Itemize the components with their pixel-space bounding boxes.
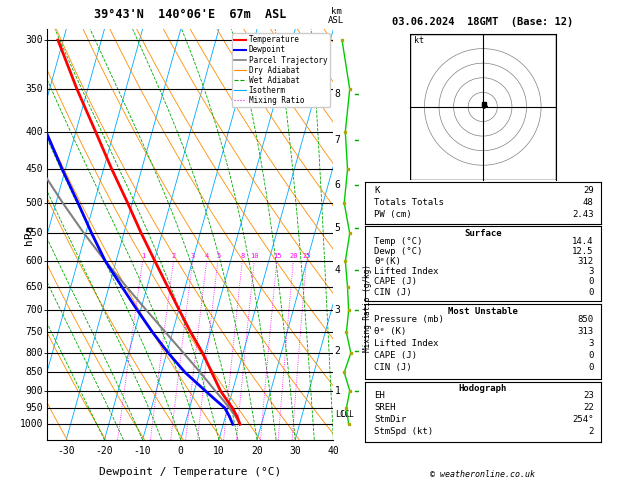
Text: 254°: 254°	[572, 415, 594, 424]
Text: 0: 0	[588, 278, 594, 286]
Text: Totals Totals: Totals Totals	[374, 197, 444, 207]
Text: 4: 4	[205, 253, 209, 259]
Text: 2: 2	[588, 427, 594, 436]
Text: 450: 450	[25, 164, 43, 174]
Text: θᵉ(K): θᵉ(K)	[374, 258, 401, 266]
Text: Mixing Ratio (g/kg): Mixing Ratio (g/kg)	[364, 264, 372, 352]
Text: 750: 750	[25, 328, 43, 337]
Text: © weatheronline.co.uk: © weatheronline.co.uk	[430, 469, 535, 479]
Text: 23: 23	[583, 391, 594, 399]
Text: CIN (J): CIN (J)	[374, 363, 412, 372]
Text: 1000: 1000	[19, 419, 43, 429]
Text: 39°43'N  140°06'E  67m  ASL: 39°43'N 140°06'E 67m ASL	[94, 8, 286, 21]
Text: Pressure (mb): Pressure (mb)	[374, 315, 444, 324]
Text: 350: 350	[25, 84, 43, 94]
Text: 950: 950	[25, 403, 43, 413]
Text: -10: -10	[134, 446, 152, 455]
Text: 15: 15	[273, 253, 281, 259]
Text: 3: 3	[335, 305, 341, 315]
Text: 12.5: 12.5	[572, 247, 594, 256]
Text: 8: 8	[335, 89, 341, 99]
Text: 10: 10	[250, 253, 259, 259]
Text: 1: 1	[335, 385, 341, 396]
Text: 300: 300	[25, 35, 43, 45]
Text: 2.43: 2.43	[572, 209, 594, 219]
Text: 0: 0	[178, 446, 184, 455]
Text: 850: 850	[577, 315, 594, 324]
Text: CAPE (J): CAPE (J)	[374, 351, 417, 360]
Text: Temp (°C): Temp (°C)	[374, 237, 423, 246]
Text: Most Unstable: Most Unstable	[448, 307, 518, 316]
Text: Dewp (°C): Dewp (°C)	[374, 247, 423, 256]
Text: Lifted Index: Lifted Index	[374, 267, 439, 277]
Text: -30: -30	[57, 446, 75, 455]
Text: 7: 7	[335, 135, 341, 145]
Text: 313: 313	[577, 327, 594, 336]
Text: 8: 8	[240, 253, 245, 259]
Text: 25: 25	[303, 253, 311, 259]
Text: SREH: SREH	[374, 403, 396, 412]
Text: 850: 850	[25, 367, 43, 378]
Text: 5: 5	[335, 223, 341, 233]
Text: 0: 0	[588, 288, 594, 296]
Text: -20: -20	[96, 446, 113, 455]
Text: Surface: Surface	[464, 229, 501, 238]
Text: StmSpd (kt): StmSpd (kt)	[374, 427, 433, 436]
Text: 550: 550	[25, 228, 43, 239]
Text: 6: 6	[335, 180, 341, 190]
Text: 3: 3	[191, 253, 195, 259]
Text: EH: EH	[374, 391, 385, 399]
Text: 20: 20	[289, 253, 298, 259]
Text: 2: 2	[335, 346, 341, 356]
Text: hPa: hPa	[23, 225, 33, 244]
Text: CAPE (J): CAPE (J)	[374, 278, 417, 286]
Text: 29: 29	[583, 186, 594, 194]
Text: 0: 0	[588, 363, 594, 372]
Text: 600: 600	[25, 256, 43, 266]
Text: 40: 40	[328, 446, 339, 455]
Text: kt: kt	[415, 36, 424, 45]
Legend: Temperature, Dewpoint, Parcel Trajectory, Dry Adiabat, Wet Adiabat, Isotherm, Mi: Temperature, Dewpoint, Parcel Trajectory…	[232, 33, 330, 107]
Text: 700: 700	[25, 305, 43, 315]
Text: PW (cm): PW (cm)	[374, 209, 412, 219]
Text: 0: 0	[588, 351, 594, 360]
Text: 800: 800	[25, 348, 43, 358]
Text: km
ASL: km ASL	[328, 7, 344, 25]
Text: 48: 48	[583, 197, 594, 207]
Text: CIN (J): CIN (J)	[374, 288, 412, 296]
Text: Lifted Index: Lifted Index	[374, 339, 439, 348]
Text: 10: 10	[213, 446, 225, 455]
Text: 5: 5	[216, 253, 220, 259]
Text: 03.06.2024  18GMT  (Base: 12): 03.06.2024 18GMT (Base: 12)	[392, 17, 574, 27]
Text: 500: 500	[25, 198, 43, 208]
Text: 650: 650	[25, 282, 43, 292]
Text: θᵉ (K): θᵉ (K)	[374, 327, 406, 336]
Text: 400: 400	[25, 127, 43, 137]
Text: Dewpoint / Temperature (°C): Dewpoint / Temperature (°C)	[99, 467, 281, 477]
Text: 3: 3	[588, 339, 594, 348]
Text: 20: 20	[251, 446, 263, 455]
Text: 900: 900	[25, 385, 43, 396]
Text: Hodograph: Hodograph	[459, 384, 507, 393]
Text: LCL: LCL	[335, 410, 350, 419]
Text: 312: 312	[577, 258, 594, 266]
Text: 4: 4	[335, 264, 341, 275]
Text: K: K	[374, 186, 380, 194]
Text: 2: 2	[172, 253, 176, 259]
Text: LCL: LCL	[340, 410, 355, 419]
Text: 22: 22	[583, 403, 594, 412]
Text: 14.4: 14.4	[572, 237, 594, 246]
Text: 1: 1	[141, 253, 145, 259]
Text: 30: 30	[289, 446, 301, 455]
Text: StmDir: StmDir	[374, 415, 406, 424]
Text: 3: 3	[588, 267, 594, 277]
